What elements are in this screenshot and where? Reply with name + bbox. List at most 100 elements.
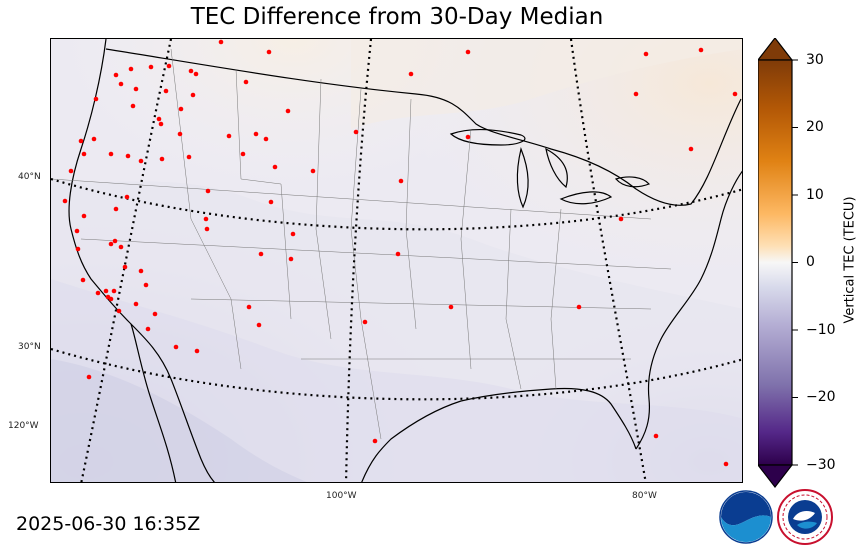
station-marker xyxy=(266,49,272,55)
station-marker xyxy=(178,106,184,112)
graticule-100w xyxy=(344,39,373,482)
station-marker xyxy=(80,277,86,283)
colorbar-tick-30: 30 xyxy=(806,52,824,68)
station-marker xyxy=(118,81,124,87)
lake-superior xyxy=(449,128,526,146)
lake-erie xyxy=(559,191,613,205)
station-marker xyxy=(152,311,158,317)
colorbar-tick-neg30: −30 xyxy=(806,457,836,473)
station-marker xyxy=(243,79,249,85)
station-marker xyxy=(75,246,81,252)
station-marker xyxy=(253,131,259,137)
station-marker xyxy=(62,198,68,204)
station-marker xyxy=(465,49,471,55)
colorbar-tick-0: 0 xyxy=(806,254,815,270)
station-marker xyxy=(372,438,378,444)
colorbar-extend-bottom xyxy=(758,464,794,488)
station-marker xyxy=(108,296,114,302)
station-marker xyxy=(353,129,359,135)
station-marker xyxy=(81,151,87,157)
station-marker xyxy=(408,71,414,77)
station-marker xyxy=(258,251,264,257)
station-marker xyxy=(133,86,139,92)
station-marker xyxy=(290,231,296,237)
chart-title: TEC Difference from 30-Day Median xyxy=(190,4,604,30)
graticule-80w xyxy=(569,39,647,482)
colorbar xyxy=(758,38,798,488)
station-marker xyxy=(95,290,101,296)
station-marker xyxy=(362,319,368,325)
station-marker xyxy=(113,206,119,212)
station-marker xyxy=(256,322,262,328)
station-marker xyxy=(125,153,131,159)
colorbar-tick-20: 20 xyxy=(806,119,824,135)
us-canada-border xyxy=(105,48,742,206)
station-marker xyxy=(68,168,74,174)
station-marker xyxy=(268,199,274,205)
station-marker xyxy=(194,348,200,354)
baja-coast xyxy=(130,323,177,482)
station-marker xyxy=(204,226,210,232)
station-marker xyxy=(91,136,97,142)
station-marker xyxy=(138,268,144,274)
lake-ontario xyxy=(614,176,651,188)
station-marker xyxy=(272,164,278,170)
station-marker xyxy=(688,146,694,152)
station-marker xyxy=(86,374,92,380)
east-coast xyxy=(635,170,742,450)
station-marker xyxy=(81,213,87,219)
station-marker xyxy=(190,92,196,98)
station-marker xyxy=(203,216,209,222)
station-marker xyxy=(643,51,649,57)
colorbar-extend-top xyxy=(758,38,794,61)
station-marker xyxy=(156,116,162,122)
station-marker xyxy=(118,244,124,250)
lat-label-40n: 40°N xyxy=(18,172,41,182)
station-marker xyxy=(395,251,401,257)
station-marker xyxy=(148,64,154,70)
station-marker xyxy=(116,308,122,314)
station-marker xyxy=(263,136,269,142)
station-marker xyxy=(103,288,109,294)
national-weather-service-logo xyxy=(777,489,833,545)
station-marker xyxy=(285,108,291,114)
station-marker xyxy=(130,103,136,109)
lon-label-100w: 100°W xyxy=(326,491,357,501)
station-marker xyxy=(633,91,639,97)
station-marker xyxy=(93,96,99,102)
station-marker xyxy=(177,131,183,137)
station-marker xyxy=(108,151,114,157)
station-marker xyxy=(723,461,729,467)
colorbar-tick-10: 10 xyxy=(806,187,824,203)
station-marker xyxy=(158,121,164,127)
station-marker xyxy=(186,154,192,160)
station-marker xyxy=(698,47,704,53)
station-marker xyxy=(122,264,128,270)
station-marker xyxy=(732,91,738,97)
station-marker xyxy=(78,138,84,144)
station-marker xyxy=(218,39,224,45)
colorbar-axis-label: Vertical TEC (TECU) xyxy=(842,196,858,324)
station-marker xyxy=(133,301,139,307)
station-marker xyxy=(226,133,232,139)
colorbar-tick-neg10: −10 xyxy=(806,322,836,338)
station-marker xyxy=(398,178,404,184)
station-marker xyxy=(138,158,144,164)
station-marker xyxy=(246,304,252,310)
station-marker xyxy=(145,326,151,332)
station-marker xyxy=(108,241,114,247)
lon-label-80w: 80°W xyxy=(632,491,657,501)
station-marker xyxy=(111,288,117,294)
station-marker xyxy=(618,216,624,222)
station-marker xyxy=(205,188,211,194)
lon-label-120w: 120°W xyxy=(8,421,39,431)
noaa-logo xyxy=(719,490,773,544)
station-marker xyxy=(166,63,172,69)
station-marker xyxy=(159,156,165,162)
colorbar-tick-neg20: −20 xyxy=(806,389,836,405)
station-marker xyxy=(448,304,454,310)
station-marker xyxy=(653,433,659,439)
station-marker xyxy=(74,228,80,234)
station-marker xyxy=(113,72,119,78)
lake-michigan xyxy=(516,147,529,209)
